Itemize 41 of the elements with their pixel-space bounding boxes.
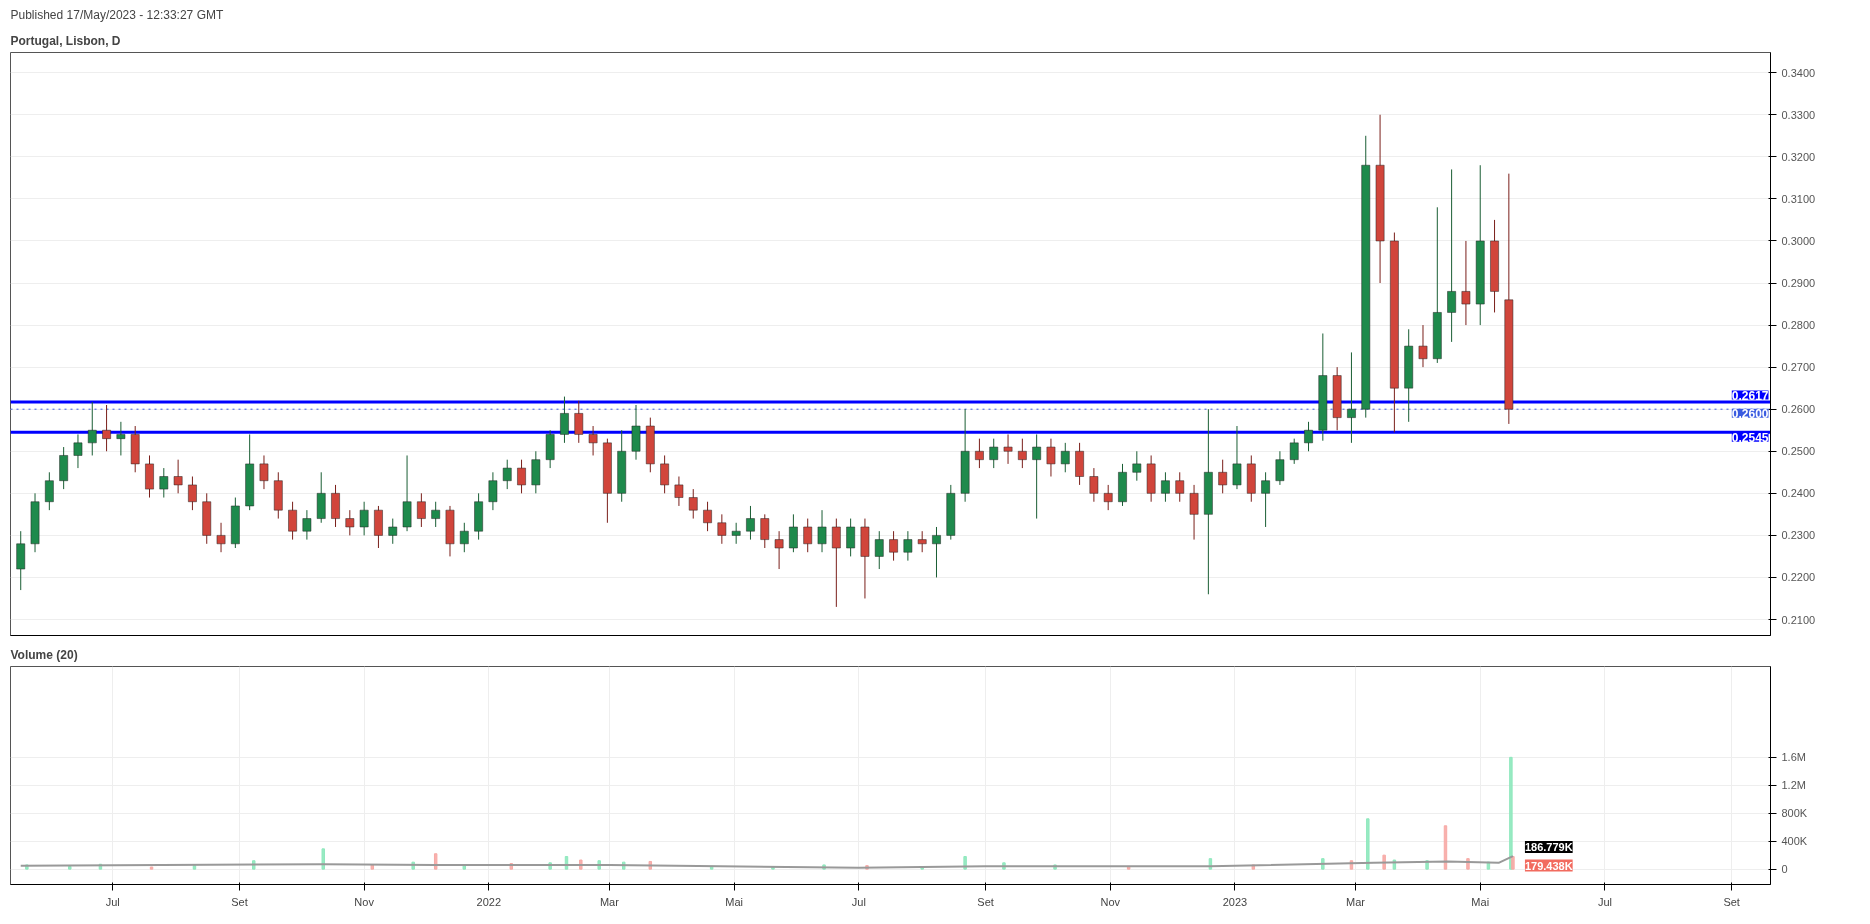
chart-subtitle: Published 17/May/2023 - 12:33:27 GMT [10, 7, 224, 22]
x-tick-label: Mai [725, 895, 743, 908]
x-tick-label: Jul [105, 895, 120, 908]
x-tick-label: Jul [1597, 895, 1612, 908]
y-tick-label: 0.2100 [1781, 613, 1816, 626]
y-tick-label: 0 [1781, 863, 1788, 876]
y-tick-label: 0.3200 [1781, 150, 1816, 163]
y-tick-label: 1.2M [1781, 779, 1806, 792]
y-tick-label: 0.3100 [1781, 192, 1816, 205]
ref-line-label: 0.2545 [1731, 430, 1769, 445]
chart-title: Volume (20) [10, 647, 78, 662]
y-tick-label: 0.2800 [1781, 319, 1816, 332]
x-tick-label: Set [977, 895, 994, 908]
x-tick-label: Mar [1346, 895, 1366, 908]
chart-title: Portugal, Lisbon, D [10, 33, 121, 48]
y-tick-label: 1.6M [1781, 751, 1806, 764]
y-tick-label: 0.2400 [1781, 487, 1816, 500]
x-tick-label: Set [231, 895, 248, 908]
y-tick-label: 800K [1781, 807, 1808, 820]
x-tick-label: 2023 [1222, 895, 1248, 908]
ref-line-label: 0.2617 [1731, 388, 1769, 403]
x-tick-label: Nov [354, 895, 375, 908]
y-tick-label: 400K [1781, 835, 1808, 848]
x-tick-label: Set [1723, 895, 1740, 908]
x-tick-label: Mai [1471, 895, 1490, 908]
x-tick-label: 2022 [476, 895, 502, 908]
y-tick-label: 0.2900 [1781, 277, 1816, 290]
x-tick-label: Jul [851, 895, 866, 908]
x-tick-label: Mar [599, 895, 620, 908]
y-tick-label: 0.2300 [1781, 529, 1816, 542]
y-tick-label: 0.3400 [1781, 66, 1816, 79]
y-tick-label: 0.2700 [1781, 361, 1816, 374]
x-tick-label: Nov [1100, 895, 1121, 908]
y-tick-label: 0.2200 [1781, 571, 1816, 584]
y-tick-label: 0.2500 [1781, 445, 1816, 458]
y-tick-label: 0.2600 [1781, 403, 1816, 416]
y-tick-label: 0.3000 [1781, 234, 1816, 247]
y-tick-label: 0.3300 [1781, 108, 1816, 121]
annotation: 186.779K [1524, 841, 1573, 854]
annotation: 179.438K [1524, 859, 1573, 872]
ref-line-label: 0.2600 [1731, 406, 1769, 421]
